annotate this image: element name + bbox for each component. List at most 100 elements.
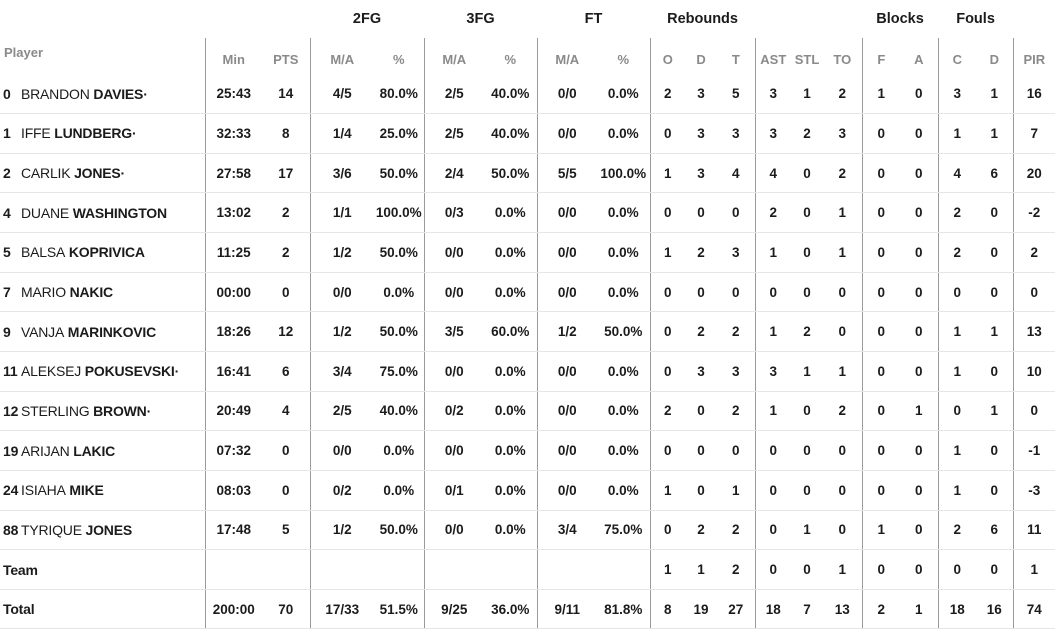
stat-reb-d: 3 — [685, 113, 718, 154]
stat-foul-c: 1 — [937, 113, 977, 154]
jersey-number: 11 — [3, 363, 18, 380]
stat-reb-o: 0 — [649, 430, 686, 471]
stat-2fg-pct — [374, 549, 425, 590]
stat-foul-c: 4 — [937, 153, 977, 194]
stat-reb-t: 27 — [717, 589, 756, 630]
stat-ast: 0 — [754, 510, 792, 551]
col-header-fouls-c: C — [937, 38, 977, 74]
stat-block-f: 2 — [861, 589, 901, 630]
player-cell: Total — [0, 589, 205, 630]
stat-2fg-ma: 1/2 — [309, 311, 374, 352]
stat-pir: 0 — [1012, 391, 1055, 432]
stat-pts: 0 — [262, 470, 310, 511]
stat-pts: 4 — [262, 391, 310, 432]
stat-ft-ma: 3/4 — [536, 510, 598, 551]
stat-pir: -3 — [1012, 470, 1055, 511]
player-first-name: IFFE — [21, 125, 51, 142]
stat-stl: 0 — [791, 391, 824, 432]
stat-reb-d: 2 — [685, 311, 718, 352]
player-last-name: POKUSEVSKI — [84, 363, 175, 380]
stat-2fg-pct: 40.0% — [374, 391, 425, 432]
stat-pts: 12 — [262, 311, 310, 352]
stat-ft-ma: 0/0 — [536, 430, 598, 471]
player-row: 9 VANJA MARINKOVIC 18:26 12 1/2 50.0% 3/5… — [0, 311, 1055, 352]
stat-ft-ma: 5/5 — [536, 153, 598, 194]
player-first-name: TYRIQUE — [21, 521, 82, 538]
stat-3fg-ma: 0/0 — [423, 351, 485, 392]
player-last-name: Total — [3, 601, 35, 618]
player-row: 4 DUANE WASHINGTON 13:02 2 1/1 100.0% 0/3… — [0, 192, 1055, 234]
stat-stl: 2 — [791, 113, 824, 154]
stat-pir: 74 — [1012, 589, 1055, 630]
player-cell: 5 BALSA KOPRIVICA — [0, 232, 205, 273]
stat-min: 16:41 — [204, 351, 262, 392]
table-header: 2FG 3FG FT Rebounds Blocks Fouls Player … — [0, 0, 1055, 74]
col-header-ast: AST — [754, 38, 792, 74]
stat-pir: -2 — [1012, 192, 1055, 234]
col-header-player: Player — [4, 45, 44, 60]
col-header-reb-d: D — [696, 52, 706, 67]
stat-pir: 11 — [1012, 510, 1055, 551]
stat-reb-d: 3 — [685, 351, 718, 392]
stat-ft-ma: 0/0 — [536, 351, 598, 392]
stat-ast: 4 — [754, 153, 792, 194]
stat-foul-d: 6 — [976, 153, 1014, 194]
stat-ft-pct: 0.0% — [597, 430, 651, 471]
stat-2fg-pct: 50.0% — [374, 232, 425, 273]
stat-block-f: 0 — [861, 430, 901, 471]
stat-ft-ma: 0/0 — [536, 272, 598, 313]
stat-ast: 0 — [754, 430, 792, 471]
stat-3fg-ma: 0/0 — [423, 510, 485, 551]
player-first-name: MARIO — [21, 284, 66, 301]
stat-foul-c: 1 — [937, 430, 977, 471]
stat-3fg-pct: 0.0% — [484, 391, 538, 432]
stat-block-a: 0 — [900, 549, 939, 590]
stat-3fg-pct: 36.0% — [484, 589, 538, 630]
jersey-number: 9 — [3, 323, 11, 340]
player-row: 7 MARIO NAKIC 00:00 0 0/0 0.0% 0/0 0.0% 0… — [0, 272, 1055, 313]
stat-stl: 0 — [791, 549, 824, 590]
stat-block-f: 1 — [861, 510, 901, 551]
stat-block-a: 1 — [900, 391, 939, 432]
stat-stl: 1 — [791, 351, 824, 392]
group-header-spacer — [1013, 0, 1055, 38]
stat-3fg-pct — [484, 549, 538, 590]
stat-min: 13:02 — [204, 192, 262, 234]
stat-block-f: 0 — [861, 311, 901, 352]
stat-stl: 1 — [791, 74, 824, 115]
stat-foul-d: 1 — [976, 113, 1014, 154]
stat-stl: 2 — [791, 311, 824, 352]
stat-foul-c: 2 — [937, 192, 977, 234]
stat-reb-o: 8 — [649, 589, 686, 630]
stat-3fg-pct: 50.0% — [484, 153, 538, 194]
player-first-name: ISIAHA — [21, 482, 66, 499]
stat-min: 08:03 — [204, 470, 262, 511]
stat-block-f: 1 — [861, 74, 901, 115]
player-row: 12 STERLING BROWN· 20:49 4 2/5 40.0% 0/2 … — [0, 391, 1055, 432]
player-cell: 0 BRANDON DAVIES· — [0, 74, 205, 115]
stat-2fg-ma: 1/2 — [309, 232, 374, 273]
stat-reb-o: 1 — [649, 232, 686, 273]
stat-foul-d: 1 — [976, 74, 1014, 115]
stat-block-f: 0 — [861, 351, 901, 392]
stat-stl: 1 — [791, 510, 824, 551]
stat-foul-c: 1 — [937, 351, 977, 392]
stat-stl: 0 — [791, 430, 824, 471]
player-cell: 1 IFFE LUNDBERG· — [0, 113, 205, 154]
stat-3fg-ma: 0/0 — [423, 430, 485, 471]
jersey-number: 12 — [3, 402, 19, 419]
stat-pts: 6 — [262, 351, 310, 392]
stat-block-a: 0 — [900, 470, 939, 511]
stat-reb-d: 19 — [685, 589, 718, 630]
stat-2fg-ma: 1/1 — [309, 192, 374, 234]
stat-foul-d: 0 — [976, 351, 1014, 392]
col-header-2fg-pct: % — [392, 52, 405, 67]
stat-pts: 0 — [262, 430, 310, 471]
player-row: 24 ISIAHA MIKE 08:03 0 0/2 0.0% 0/1 0.0% … — [0, 470, 1055, 511]
player-last-name: JONES — [74, 165, 121, 182]
stat-foul-d: 0 — [976, 232, 1014, 273]
player-row: 2 CARLIK JONES· 27:58 17 3/6 50.0% 2/4 50… — [0, 153, 1055, 194]
player-first-name: ARIJAN — [21, 442, 70, 459]
stat-to: 1 — [823, 232, 863, 273]
